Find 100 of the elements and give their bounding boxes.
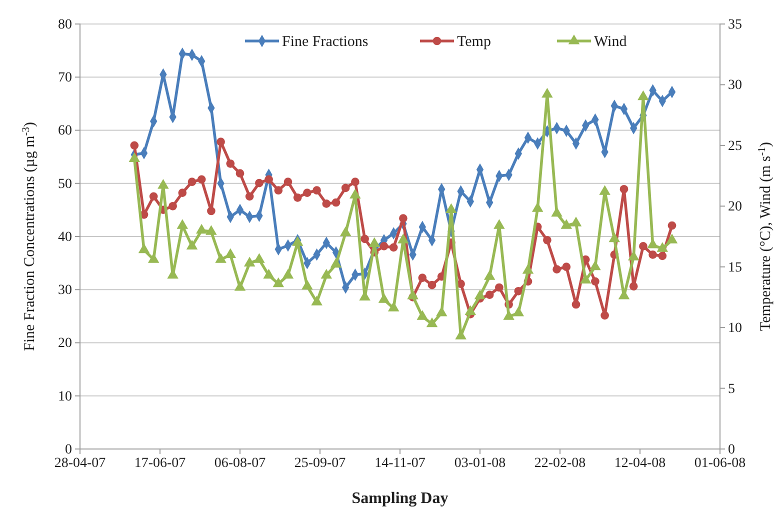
point	[293, 193, 302, 202]
point	[639, 242, 648, 250]
point	[658, 252, 667, 260]
point	[620, 184, 628, 194]
point	[272, 277, 284, 288]
point	[186, 240, 198, 250]
y-tick-label: 10	[58, 389, 72, 404]
point	[224, 248, 236, 258]
point	[149, 192, 158, 201]
y2-tick-label: 0	[728, 442, 735, 458]
x-tick-label: 01-06-08	[694, 456, 746, 471]
point	[350, 188, 361, 198]
point	[332, 198, 340, 207]
point	[648, 250, 657, 259]
point	[320, 268, 332, 279]
point	[446, 203, 457, 214]
point	[226, 159, 235, 168]
y-tick-label: 0	[65, 442, 72, 458]
point	[196, 224, 208, 234]
legend-label: Wind	[594, 34, 628, 50]
point	[303, 188, 312, 197]
point	[207, 206, 216, 216]
point	[495, 283, 504, 292]
point	[416, 310, 428, 320]
point	[292, 236, 304, 246]
point	[514, 286, 523, 296]
point	[197, 175, 206, 184]
point	[274, 186, 283, 195]
y-tick-label: 50	[58, 176, 72, 192]
point	[494, 219, 505, 229]
point	[474, 289, 486, 300]
point	[656, 242, 668, 252]
point	[551, 206, 562, 217]
point	[599, 185, 610, 195]
point	[418, 274, 427, 282]
point	[503, 310, 514, 320]
point	[360, 234, 369, 244]
point	[436, 306, 448, 316]
y2-tick-label: 10	[728, 321, 742, 336]
y2-tick-label: 25	[728, 138, 742, 154]
point	[206, 225, 217, 235]
point	[668, 221, 676, 230]
point	[666, 234, 678, 244]
y-tick-label: 60	[58, 124, 72, 139]
y2-tick-label: 30	[728, 78, 742, 94]
point	[562, 262, 571, 272]
point	[128, 152, 140, 162]
point	[188, 178, 196, 186]
point	[176, 219, 188, 229]
point	[302, 280, 313, 290]
point	[464, 305, 476, 316]
point	[543, 236, 552, 244]
point	[388, 302, 400, 312]
point	[368, 237, 380, 248]
point	[215, 253, 226, 263]
point	[138, 243, 150, 254]
x-tick-label: 14-11-07	[374, 456, 426, 471]
x-tick-label: 25-09-07	[294, 456, 346, 471]
point	[254, 253, 265, 263]
point	[572, 300, 580, 309]
point	[398, 234, 409, 244]
y-tick-label: 20	[58, 336, 72, 352]
point	[236, 169, 244, 178]
point	[608, 232, 620, 242]
point	[234, 280, 246, 291]
y-tick-label: 40	[58, 230, 72, 245]
point	[148, 253, 160, 263]
point	[580, 274, 592, 284]
y2-tick-label: 15	[728, 260, 742, 276]
legend-label: Temp	[457, 34, 491, 50]
point	[522, 264, 534, 274]
x-axis-title: Sampling Day	[352, 490, 448, 507]
point	[552, 265, 561, 274]
legend-label: Fine Fractions	[282, 34, 368, 50]
point	[532, 202, 544, 212]
x-tick-label: 06-08-07	[214, 456, 266, 471]
point	[340, 226, 352, 236]
point	[426, 317, 438, 328]
point	[255, 178, 264, 188]
point	[351, 178, 360, 186]
x-tick-label: 17-06-07	[134, 456, 186, 471]
x-tick-label: 03-01-08	[454, 456, 506, 471]
point	[322, 200, 331, 208]
x-tick-label: 22-02-08	[534, 456, 586, 471]
point	[590, 260, 601, 270]
point	[216, 138, 225, 146]
point	[399, 214, 408, 222]
point	[330, 258, 342, 268]
point	[570, 216, 582, 226]
point	[282, 268, 294, 279]
point	[311, 296, 322, 306]
point	[512, 306, 524, 316]
x-tick-label: 12-04-08	[614, 456, 666, 471]
x-tick-label: 28-04-07	[54, 456, 106, 471]
y-tick-label: 70	[58, 70, 72, 86]
y2-tick-label: 35	[728, 17, 742, 32]
point	[284, 178, 292, 186]
point	[312, 186, 321, 195]
point	[158, 178, 169, 189]
point	[244, 256, 256, 266]
